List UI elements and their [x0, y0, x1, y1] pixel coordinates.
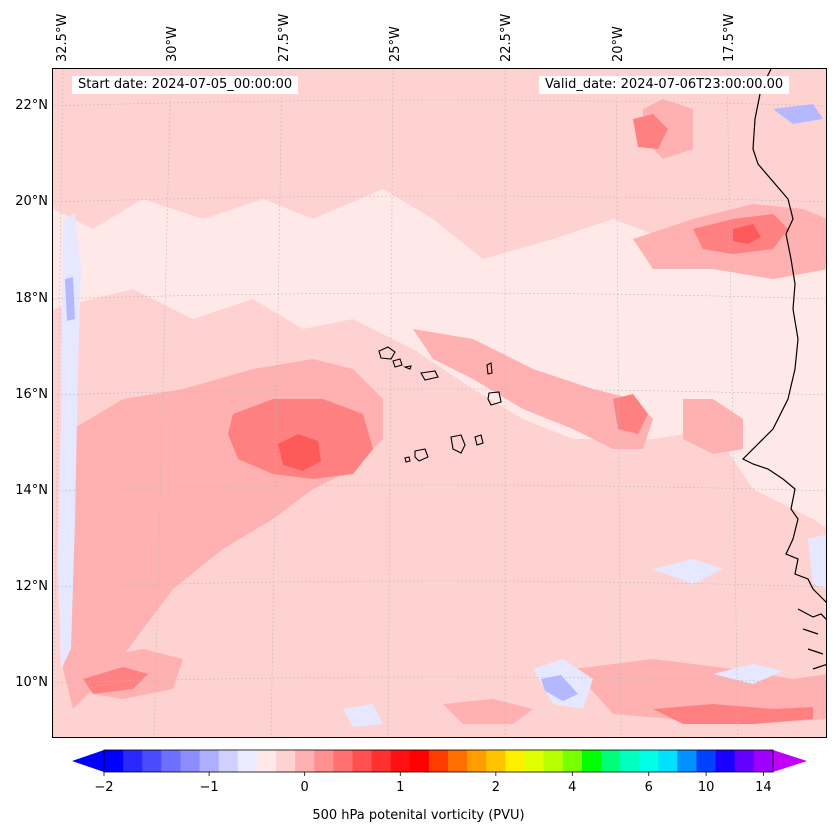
colorbar-cell: [333, 750, 353, 772]
graticule: [53, 69, 826, 737]
colorbar-cell: [142, 750, 162, 772]
colorbar-tick-label: 14: [755, 780, 772, 795]
colorbar-cell: [753, 750, 774, 772]
colorbar-cell: [600, 750, 621, 772]
colorbar-cell: [505, 750, 526, 772]
colorbar-cell: [448, 750, 468, 772]
colorbar-tick-label: 6: [644, 780, 653, 795]
colorbar-cell: [161, 750, 181, 772]
lon-label-22-5w: 22.5°W: [499, 13, 514, 62]
pv-blue-regions: [58, 104, 826, 727]
colorbar-cell: [581, 750, 602, 772]
colorbar-cell: [524, 750, 545, 772]
colorbar-extend-min: [72, 750, 104, 772]
colorbar-cell: [371, 750, 392, 772]
colorbar-cell: [486, 750, 506, 772]
colorbar-cell: [295, 750, 315, 772]
colorbar-tick-label: 10: [697, 780, 715, 795]
lat-label-20n: 20°N: [15, 194, 48, 209]
pv-contour-map: [53, 69, 826, 737]
colorbar-label: 500 hPa potenital vorticity (PVU): [312, 808, 525, 823]
colorbar-cell: [409, 750, 430, 772]
africa-coastline: [741, 69, 826, 603]
colorbar-cell: [199, 750, 220, 772]
cape-verde-islands: [378, 346, 502, 463]
lat-label-18n: 18°N: [15, 291, 48, 306]
pv-red-regions: [83, 114, 813, 724]
lon-label-17-5w: 17.5°W: [722, 13, 737, 62]
map-frame: [52, 68, 827, 738]
valid-date-label: Valid_date: 2024-07-06T23:00:00.00: [539, 76, 790, 94]
colorbar-cell: [237, 750, 258, 772]
colorbar-outline: [103, 749, 774, 773]
pv-deep-red-cores: [278, 224, 761, 471]
lon-label-20w: 20°W: [611, 26, 626, 62]
colorbar-cell: [562, 750, 583, 772]
lon-label-27-5w: 27.5°W: [277, 13, 292, 62]
lat-label-14n: 14°N: [15, 483, 48, 498]
colorbar-tick-label: 4: [568, 780, 577, 795]
coastline-inlets: [797, 608, 826, 670]
lat-label-10n: 10°N: [15, 675, 48, 690]
lon-label-25w: 25°W: [388, 26, 403, 62]
colorbar-cell: [428, 750, 449, 772]
colorbar-cell: [715, 750, 736, 772]
colorbar-tick-label: −2: [94, 780, 114, 795]
colorbar-cell: [390, 750, 411, 772]
colorbar-cell: [734, 750, 755, 772]
colorbar-cell: [658, 750, 678, 772]
colorbar-tick-label: 2: [491, 780, 500, 795]
colorbar-tick-label: −1: [199, 780, 219, 795]
lat-label-12n: 12°N: [15, 579, 48, 594]
colorbar-cell: [218, 750, 239, 772]
colorbar-cell: [620, 750, 640, 772]
colorbar-cell: [180, 750, 201, 772]
start-date-label: Start date: 2024-07-05_00:00:00: [72, 76, 299, 94]
colorbar-cell: [639, 750, 659, 772]
colorbar-cell: [543, 750, 564, 772]
lat-label-22n: 22°N: [15, 98, 48, 113]
colorbar-tick-label: 0: [300, 780, 309, 795]
colorbar-cell: [123, 750, 143, 772]
lon-label-32-5w: 32.5°W: [55, 13, 70, 62]
colorbar-cell: [256, 750, 277, 772]
colorbar-cell: [696, 750, 717, 772]
colorbar-cell: [677, 750, 698, 772]
lon-label-30w: 30°W: [165, 26, 180, 62]
colorbar-extend-max: [773, 750, 807, 772]
colorbar-cell: [104, 750, 124, 772]
colorbar-cell: [314, 750, 334, 772]
lat-label-16n: 16°N: [15, 387, 48, 402]
colorbar-tick-label: 1: [396, 780, 405, 795]
colorbar-cell: [352, 750, 373, 772]
colorbar-cell: [276, 750, 296, 772]
colorbar-cell: [467, 750, 487, 772]
